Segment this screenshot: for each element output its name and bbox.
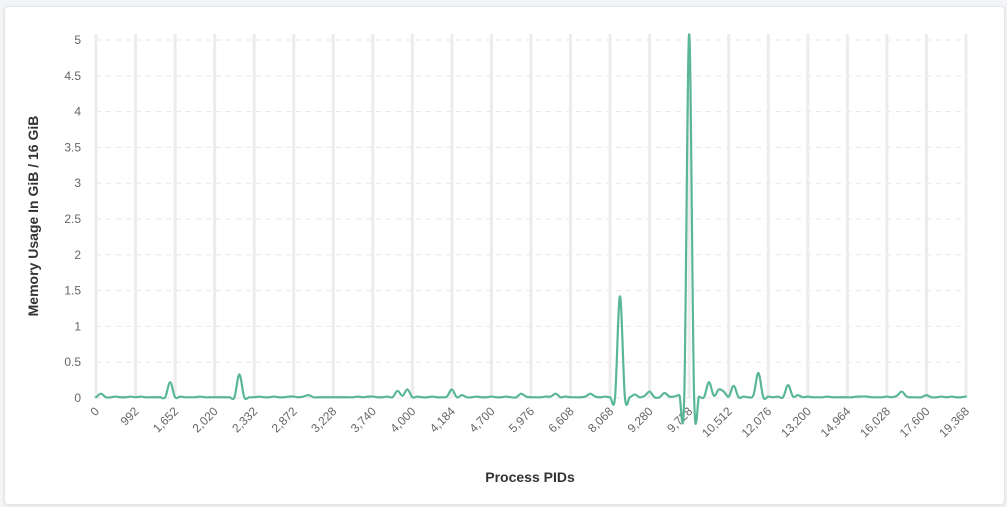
- y-tick-label: 1: [74, 319, 81, 333]
- x-tick-label: 9,280: [625, 404, 656, 435]
- x-tick-label: 0: [87, 404, 102, 419]
- y-tick-label: 2.5: [64, 212, 81, 226]
- x-tick-label: 5,976: [506, 404, 537, 435]
- x-tick-label: 8,068: [585, 404, 616, 435]
- x-tick-label: 2,332: [229, 404, 260, 435]
- x-tick-label: 4,700: [466, 404, 497, 435]
- x-tick-label: 16,028: [857, 404, 893, 440]
- y-axis-ticks: 0 0.5 1 1.5 2 2.5 3 3.5 4 4.5 5: [64, 33, 81, 405]
- y-tick-label: 3: [74, 176, 81, 190]
- y-tick-label: 1.5: [64, 284, 81, 298]
- x-tick-label: 3,228: [308, 404, 339, 435]
- memory-usage-series-line: [94, 33, 968, 426]
- y-tick-label: 0: [74, 391, 81, 405]
- y-tick-label: 3.5: [64, 140, 81, 154]
- x-tick-label: 4,184: [427, 404, 458, 435]
- y-tick-label: 4: [74, 105, 81, 119]
- vertical-grid: [94, 34, 968, 398]
- x-axis-ticks: 0 992 1,652 2,020 2,332 2,872 3,228 3,740 4,000 4…: [87, 404, 972, 440]
- x-tick-label: 13,200: [778, 404, 814, 440]
- y-tick-label: 4.5: [64, 69, 81, 83]
- chart-card: [4, 6, 1005, 505]
- x-tick-label: 17,600: [897, 404, 933, 440]
- y-tick-label: 5: [74, 33, 81, 47]
- x-tick-label: 6,608: [546, 404, 577, 435]
- x-tick-label: 10,512: [699, 404, 735, 440]
- x-tick-label: 2,872: [269, 404, 300, 435]
- y-axis-title: Memory Usage In GiB / 16 GiB: [25, 116, 41, 317]
- x-tick-label: 2,020: [190, 404, 221, 435]
- x-tick-label: 992: [118, 404, 142, 428]
- x-tick-label: 12,076: [739, 404, 775, 440]
- y-tick-label: 0.5: [64, 355, 81, 369]
- x-tick-label: 19,368: [936, 404, 972, 440]
- x-tick-label: 14,964: [818, 404, 854, 440]
- y-tick-label: 2: [74, 248, 81, 262]
- x-tick-label: 4,000: [387, 404, 418, 435]
- x-tick-label: 3,740: [348, 404, 379, 435]
- x-tick-label: 1,652: [150, 404, 181, 435]
- x-axis-title: Process PIDs: [485, 469, 575, 485]
